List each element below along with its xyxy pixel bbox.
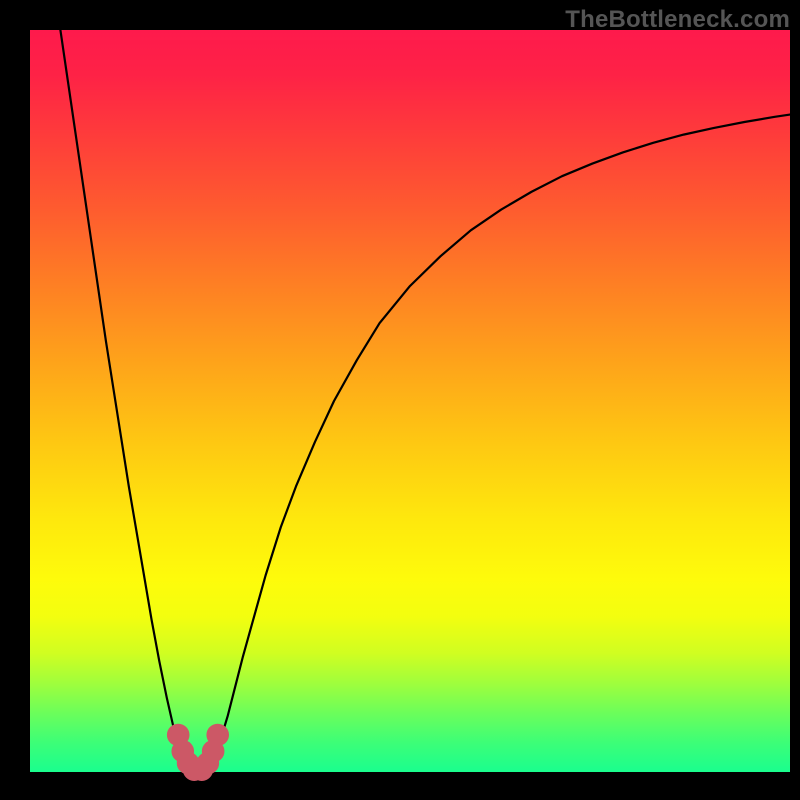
- curve-marker: [210, 727, 225, 742]
- curve-layer: [30, 30, 790, 772]
- watermark-text: TheBottleneck.com: [565, 6, 790, 34]
- chart-frame: TheBottleneck.com: [0, 0, 800, 800]
- bottleneck-curve: [60, 30, 790, 772]
- plot-area: [30, 30, 790, 772]
- marker-group: [171, 727, 226, 777]
